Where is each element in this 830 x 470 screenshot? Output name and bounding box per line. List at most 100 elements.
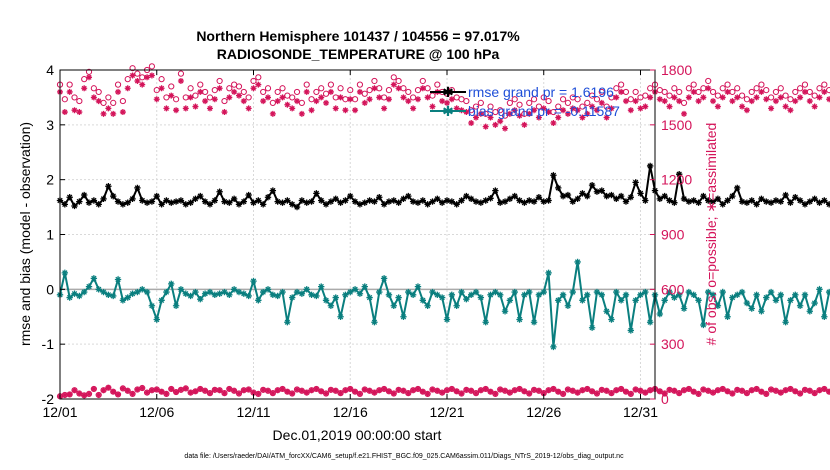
rmse-point [680, 195, 688, 203]
possible-obs-point [758, 81, 765, 88]
possible-obs-point [293, 88, 301, 96]
assimilated-obs-point [613, 94, 620, 101]
possible-obs-lower-point [492, 390, 499, 397]
rmse-point [279, 199, 286, 206]
assimilated-obs-lower-point [197, 386, 203, 392]
assimilated-obs-point [695, 98, 702, 105]
rmse-point [105, 183, 112, 190]
bias-point [738, 288, 746, 296]
assimilated-obs-point [618, 88, 625, 95]
possible-obs-point [105, 94, 112, 101]
assimilated-obs-lower-point [275, 387, 281, 393]
possible-obs-point [816, 85, 823, 92]
assimilated-obs-point [332, 105, 339, 112]
assimilated-obs-point [100, 110, 107, 117]
rmse-point [124, 199, 131, 206]
possible-obs-point [797, 85, 804, 92]
rmse-point [787, 199, 794, 206]
rmse-point [197, 192, 204, 200]
possible-obs-point [129, 65, 136, 72]
rmse-point [608, 191, 615, 199]
assimilated-obs-lower-point [105, 385, 111, 391]
rmse-point [308, 198, 315, 205]
assimilated-obs-lower-point [309, 387, 314, 393]
rmse-point [448, 198, 456, 205]
bias-point [661, 297, 668, 304]
possible-obs-lower-point [690, 388, 697, 395]
assimilated-obs-point [705, 85, 712, 92]
left-y-tick-label-6: 4 [46, 62, 54, 78]
x-axis-label: Dec.01,2019 00:00:00 start [273, 427, 442, 443]
possible-obs-lower-point [255, 390, 262, 397]
assimilated-obs-point [719, 94, 726, 101]
assimilated-obs-lower-point [347, 386, 353, 392]
possible-obs-lower-point [279, 385, 286, 393]
rmse-point [351, 198, 359, 205]
bias-point [821, 313, 828, 320]
bias-point [796, 302, 804, 309]
rmse-point [163, 197, 170, 204]
assimilated-obs-point [245, 105, 252, 112]
bias-point [453, 302, 460, 309]
rmse-point [318, 197, 325, 204]
bias-point [182, 290, 189, 297]
possible-obs-point [680, 99, 688, 107]
possible-obs-point [598, 88, 605, 96]
bias-point [424, 302, 431, 309]
assimilated-obs-lower-point [202, 388, 208, 394]
possible-obs-point [148, 63, 156, 70]
assimilated-obs-point [448, 96, 455, 103]
possible-obs-point [821, 81, 828, 88]
rmse-point [811, 195, 818, 203]
assimilated-obs-point [347, 96, 354, 103]
possible-obs-lower-point [777, 389, 784, 396]
possible-obs-lower-point [555, 388, 562, 395]
rmse-point [753, 201, 760, 208]
bias-point [226, 291, 233, 299]
assimilated-obs-lower-point [570, 388, 576, 394]
rmse-point [646, 162, 654, 170]
bias-point [593, 288, 601, 296]
possible-obs-lower-point [163, 390, 170, 397]
assimilated-obs-point [211, 96, 218, 103]
rmse-point [796, 197, 804, 204]
rmse-series [56, 162, 830, 211]
assimilated-obs-point [690, 88, 697, 95]
possible-obs-point [763, 87, 770, 94]
bias-point [216, 290, 223, 297]
possible-obs-point [540, 94, 547, 101]
assimilated-obs-lower-point [676, 390, 682, 396]
possible-obs-lower-point [603, 387, 610, 394]
assimilated-obs-lower-point [328, 387, 334, 393]
assimilated-obs-lower-point [362, 387, 368, 392]
assimilated-obs-point [308, 107, 315, 114]
assimilated-obs-lower-point [705, 388, 711, 394]
possible-obs-point [114, 81, 122, 88]
rmse-point [327, 198, 335, 205]
possible-obs-point [497, 107, 504, 114]
rmse-point [100, 195, 107, 203]
possible-obs-point [395, 77, 402, 85]
possible-obs-point [806, 88, 813, 96]
bias-point [550, 343, 557, 351]
rmse-point [603, 192, 610, 200]
bias-point [729, 294, 736, 301]
left-y-tick-label-2: 0 [46, 281, 54, 297]
possible-obs-point [777, 85, 784, 92]
assimilated-obs-lower-point [817, 387, 822, 393]
assimilated-obs-point [153, 96, 160, 103]
possible-obs-point [729, 88, 736, 96]
assimilated-obs-point [521, 121, 528, 128]
rmse-point [579, 190, 586, 197]
bias-point [685, 288, 693, 296]
bias-point [90, 275, 98, 282]
bias-point [801, 291, 809, 299]
bias-point [714, 302, 722, 309]
bias-line [59, 261, 830, 348]
possible-obs-point [197, 81, 204, 88]
data-file-footer: data file: /Users/raeder/DAI/ATM_forcXX/… [184, 453, 624, 460]
possible-obs-point [90, 85, 97, 92]
assimilated-obs-lower-point [207, 390, 213, 396]
bias-point [105, 291, 112, 299]
assimilated-obs-lower-point [778, 390, 784, 396]
